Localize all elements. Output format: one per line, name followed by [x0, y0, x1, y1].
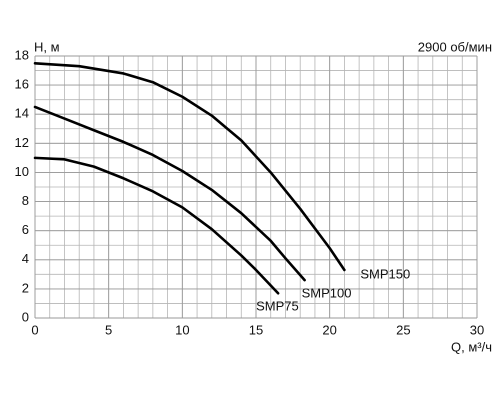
x-tick-label: 25 — [396, 322, 410, 337]
y-tick-label: 6 — [22, 222, 29, 237]
series-label: SMP75 — [256, 299, 299, 314]
annotation: 2900 об/мин — [418, 39, 492, 54]
curve — [33, 156, 280, 295]
curve — [33, 105, 306, 282]
curve — [33, 61, 346, 272]
y-tick-label: 10 — [15, 164, 29, 179]
y-tick-label: 8 — [22, 193, 29, 208]
y-tick-label: 0 — [22, 309, 29, 324]
x-tick-label: 5 — [105, 322, 112, 337]
x-tick-label: 0 — [31, 322, 38, 337]
y-tick-label: 12 — [15, 135, 29, 150]
series-label: SMP150 — [360, 266, 410, 281]
x-tick-label: 10 — [175, 322, 189, 337]
y-axis-label: H, м — [34, 39, 60, 54]
y-tick-label: 4 — [22, 251, 29, 266]
x-tick-label: 30 — [470, 322, 484, 337]
y-tick-label: 2 — [22, 280, 29, 295]
y-tick-label: 16 — [15, 77, 29, 92]
y-tick-label: 14 — [15, 106, 29, 121]
x-tick-label: 15 — [249, 322, 263, 337]
y-tick-label: 18 — [15, 47, 29, 62]
series-label: SMP100 — [302, 286, 352, 301]
x-tick-label: 20 — [322, 322, 336, 337]
x-axis-label: Q, м³/ч — [451, 339, 492, 354]
